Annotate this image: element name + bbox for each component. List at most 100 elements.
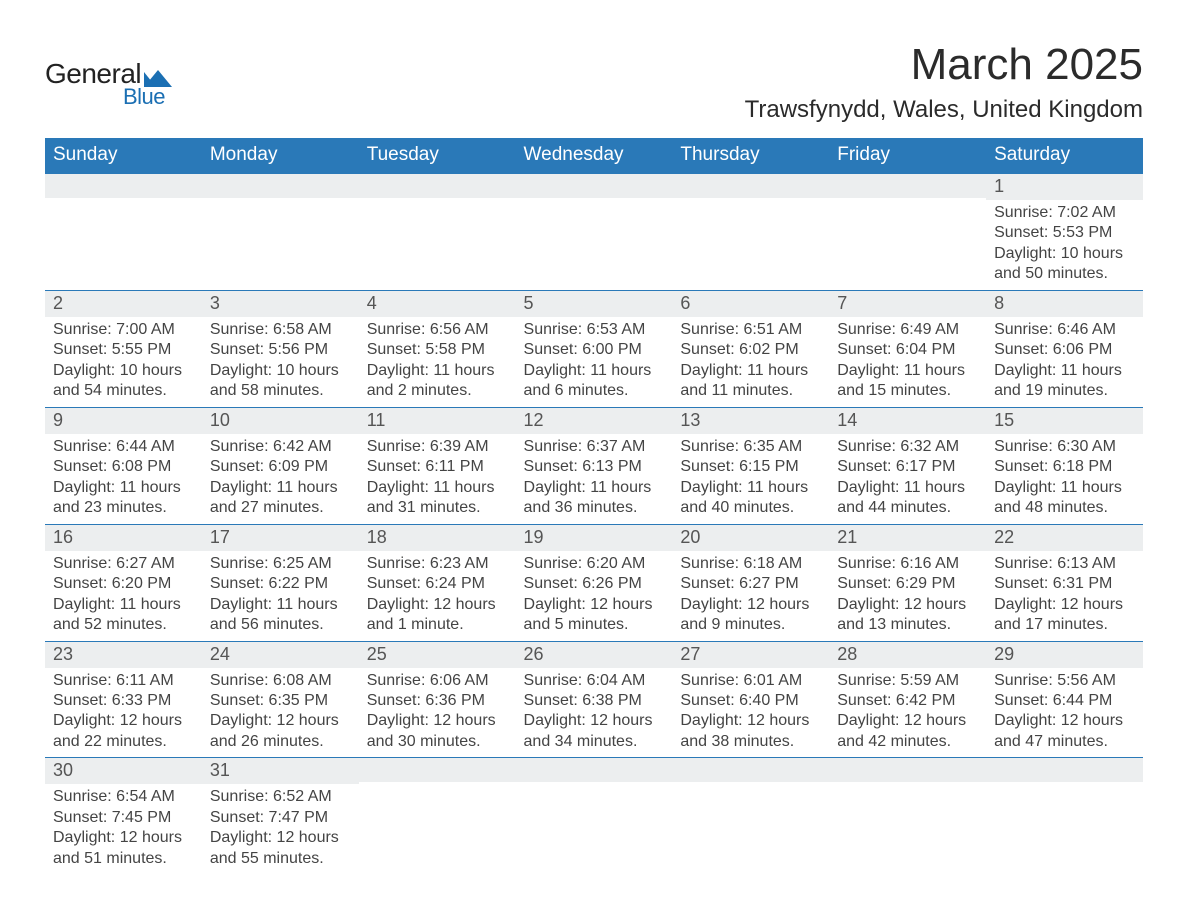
daylight-line: Daylight: 11 hours and 2 minutes. <box>367 361 508 402</box>
sunrise-line: Sunrise: 6:23 AM <box>367 554 508 574</box>
day-details: Sunrise: 6:35 AMSunset: 6:15 PMDaylight:… <box>672 434 829 524</box>
day-number: 19 <box>516 525 673 551</box>
logo-flag-icon <box>144 65 172 87</box>
daylight-line: Daylight: 12 hours and 42 minutes. <box>837 711 978 752</box>
day-details: Sunrise: 6:06 AMSunset: 6:36 PMDaylight:… <box>359 668 516 758</box>
day-number: 23 <box>45 642 202 668</box>
sunrise-line: Sunrise: 6:49 AM <box>837 320 978 340</box>
calendar-day-cell: 6Sunrise: 6:51 AMSunset: 6:02 PMDaylight… <box>672 290 829 407</box>
sunrise-line: Sunrise: 5:56 AM <box>994 671 1135 691</box>
day-details <box>829 198 986 218</box>
sunrise-line: Sunrise: 6:11 AM <box>53 671 194 691</box>
calendar-week-row: 23Sunrise: 6:11 AMSunset: 6:33 PMDayligh… <box>45 641 1143 758</box>
calendar-day-cell: 30Sunrise: 6:54 AMSunset: 7:45 PMDayligh… <box>45 758 202 874</box>
day-details: Sunrise: 6:18 AMSunset: 6:27 PMDaylight:… <box>672 551 829 641</box>
calendar-week-row: 16Sunrise: 6:27 AMSunset: 6:20 PMDayligh… <box>45 524 1143 641</box>
day-details: Sunrise: 6:11 AMSunset: 6:33 PMDaylight:… <box>45 668 202 758</box>
day-number: 7 <box>829 291 986 317</box>
day-number <box>672 174 829 198</box>
day-details <box>672 782 829 802</box>
calendar-day-cell <box>986 758 1143 874</box>
calendar-day-cell: 17Sunrise: 6:25 AMSunset: 6:22 PMDayligh… <box>202 524 359 641</box>
weekday-header: Wednesday <box>516 138 673 174</box>
daylight-line: Daylight: 11 hours and 52 minutes. <box>53 595 194 636</box>
calendar-day-cell <box>202 174 359 291</box>
calendar-day-cell <box>516 174 673 291</box>
daylight-line: Daylight: 11 hours and 40 minutes. <box>680 478 821 519</box>
day-number: 13 <box>672 408 829 434</box>
daylight-line: Daylight: 12 hours and 22 minutes. <box>53 711 194 752</box>
sunset-line: Sunset: 5:55 PM <box>53 340 194 360</box>
calendar-day-cell <box>45 174 202 291</box>
calendar-day-cell: 3Sunrise: 6:58 AMSunset: 5:56 PMDaylight… <box>202 290 359 407</box>
day-number <box>986 758 1143 782</box>
sunset-line: Sunset: 6:29 PM <box>837 574 978 594</box>
daylight-line: Daylight: 11 hours and 6 minutes. <box>524 361 665 402</box>
weekday-header: Sunday <box>45 138 202 174</box>
sunrise-line: Sunrise: 6:58 AM <box>210 320 351 340</box>
daylight-line: Daylight: 12 hours and 30 minutes. <box>367 711 508 752</box>
calendar-day-cell: 23Sunrise: 6:11 AMSunset: 6:33 PMDayligh… <box>45 641 202 758</box>
day-details: Sunrise: 6:20 AMSunset: 6:26 PMDaylight:… <box>516 551 673 641</box>
calendar-day-cell: 16Sunrise: 6:27 AMSunset: 6:20 PMDayligh… <box>45 524 202 641</box>
day-details <box>829 782 986 802</box>
daylight-line: Daylight: 11 hours and 48 minutes. <box>994 478 1135 519</box>
sunset-line: Sunset: 6:18 PM <box>994 457 1135 477</box>
sunset-line: Sunset: 6:33 PM <box>53 691 194 711</box>
day-number: 8 <box>986 291 1143 317</box>
daylight-line: Daylight: 11 hours and 23 minutes. <box>53 478 194 519</box>
sunrise-line: Sunrise: 6:51 AM <box>680 320 821 340</box>
sunrise-line: Sunrise: 6:18 AM <box>680 554 821 574</box>
sunset-line: Sunset: 6:27 PM <box>680 574 821 594</box>
sunrise-line: Sunrise: 6:44 AM <box>53 437 194 457</box>
day-number: 20 <box>672 525 829 551</box>
daylight-line: Daylight: 11 hours and 44 minutes. <box>837 478 978 519</box>
calendar-day-cell: 20Sunrise: 6:18 AMSunset: 6:27 PMDayligh… <box>672 524 829 641</box>
month-title: March 2025 <box>745 40 1143 90</box>
day-number: 4 <box>359 291 516 317</box>
day-details: Sunrise: 6:42 AMSunset: 6:09 PMDaylight:… <box>202 434 359 524</box>
calendar-day-cell: 10Sunrise: 6:42 AMSunset: 6:09 PMDayligh… <box>202 407 359 524</box>
sunset-line: Sunset: 5:58 PM <box>367 340 508 360</box>
sunset-line: Sunset: 7:45 PM <box>53 808 194 828</box>
sunset-line: Sunset: 6:24 PM <box>367 574 508 594</box>
daylight-line: Daylight: 12 hours and 1 minute. <box>367 595 508 636</box>
sunset-line: Sunset: 6:38 PM <box>524 691 665 711</box>
sunset-line: Sunset: 5:53 PM <box>994 223 1135 243</box>
sunset-line: Sunset: 6:44 PM <box>994 691 1135 711</box>
day-number: 14 <box>829 408 986 434</box>
day-number <box>359 174 516 198</box>
day-details: Sunrise: 6:56 AMSunset: 5:58 PMDaylight:… <box>359 317 516 407</box>
daylight-line: Daylight: 10 hours and 50 minutes. <box>994 244 1135 285</box>
day-number: 9 <box>45 408 202 434</box>
day-details: Sunrise: 6:01 AMSunset: 6:40 PMDaylight:… <box>672 668 829 758</box>
day-number: 31 <box>202 758 359 784</box>
day-details: Sunrise: 6:39 AMSunset: 6:11 PMDaylight:… <box>359 434 516 524</box>
sunset-line: Sunset: 6:40 PM <box>680 691 821 711</box>
sunrise-line: Sunrise: 6:46 AM <box>994 320 1135 340</box>
day-details: Sunrise: 6:37 AMSunset: 6:13 PMDaylight:… <box>516 434 673 524</box>
sunset-line: Sunset: 6:11 PM <box>367 457 508 477</box>
day-number: 2 <box>45 291 202 317</box>
sunset-line: Sunset: 6:00 PM <box>524 340 665 360</box>
day-number: 6 <box>672 291 829 317</box>
calendar-day-cell: 4Sunrise: 6:56 AMSunset: 5:58 PMDaylight… <box>359 290 516 407</box>
day-details: Sunrise: 6:46 AMSunset: 6:06 PMDaylight:… <box>986 317 1143 407</box>
calendar-day-cell <box>829 174 986 291</box>
calendar-day-cell: 26Sunrise: 6:04 AMSunset: 6:38 PMDayligh… <box>516 641 673 758</box>
day-number <box>672 758 829 782</box>
day-details: Sunrise: 6:51 AMSunset: 6:02 PMDaylight:… <box>672 317 829 407</box>
sunrise-line: Sunrise: 6:32 AM <box>837 437 978 457</box>
calendar-week-row: 1Sunrise: 7:02 AMSunset: 5:53 PMDaylight… <box>45 174 1143 291</box>
calendar-day-cell: 31Sunrise: 6:52 AMSunset: 7:47 PMDayligh… <box>202 758 359 874</box>
calendar-day-cell <box>359 758 516 874</box>
calendar-day-cell: 28Sunrise: 5:59 AMSunset: 6:42 PMDayligh… <box>829 641 986 758</box>
day-details: Sunrise: 6:58 AMSunset: 5:56 PMDaylight:… <box>202 317 359 407</box>
daylight-line: Daylight: 12 hours and 17 minutes. <box>994 595 1135 636</box>
day-number: 3 <box>202 291 359 317</box>
day-number: 24 <box>202 642 359 668</box>
day-number <box>829 758 986 782</box>
daylight-line: Daylight: 11 hours and 15 minutes. <box>837 361 978 402</box>
day-details: Sunrise: 6:04 AMSunset: 6:38 PMDaylight:… <box>516 668 673 758</box>
calendar-day-cell <box>672 758 829 874</box>
